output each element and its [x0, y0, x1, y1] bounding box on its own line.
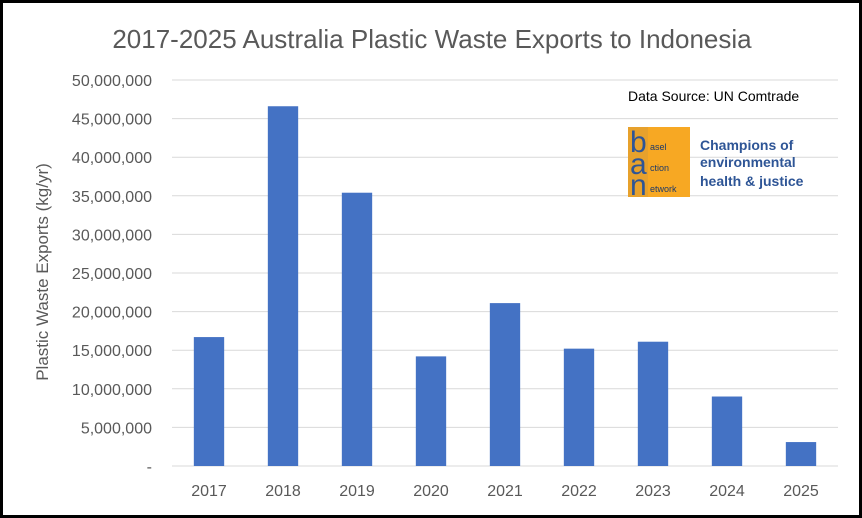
y-tick-label: 20,000,000 — [72, 305, 152, 322]
bar-2020 — [415, 356, 447, 466]
ban-logo-word-2: ction — [650, 163, 669, 173]
y-tick-labels: - 5,000,000 10,000,000 15,000,000 20,000,000… — [72, 73, 152, 476]
x-tick-label: 2021 — [487, 483, 523, 500]
y-tick-label: 50,000,000 — [72, 73, 152, 90]
bar-2019 — [341, 192, 373, 466]
y-tick-label: 25,000,000 — [72, 266, 152, 283]
bar-2017 — [193, 337, 225, 466]
x-tick-labels: 2017 2018 2019 2020 2021 2022 2023 2024 2025 — [191, 483, 819, 500]
tagline-line-1: Champions of — [700, 137, 794, 153]
ban-logo-letter-b: b — [630, 126, 647, 159]
chart-title: 2017-2025 Australia Plastic Waste Export… — [112, 24, 752, 54]
x-tick-label: 2023 — [635, 483, 671, 500]
ban-logo-word-1: asel — [650, 142, 667, 152]
bar-2018 — [267, 106, 299, 467]
x-tick-label: 2024 — [709, 483, 745, 500]
y-tick-label: 45,000,000 — [72, 112, 152, 129]
x-tick-label: 2022 — [561, 483, 597, 500]
x-tick-label: 2018 — [265, 483, 301, 500]
ban-logo: b a n asel ction etwork — [628, 126, 690, 202]
x-tick-label: 2025 — [783, 483, 819, 500]
bar-2022 — [563, 348, 595, 466]
bars — [193, 106, 817, 467]
y-tick-label: 15,000,000 — [72, 343, 152, 360]
x-tick-label: 2019 — [339, 483, 375, 500]
y-tick-label: 5,000,000 — [81, 420, 152, 437]
ban-logo-word-3: etwork — [650, 184, 677, 194]
bar-2024 — [711, 396, 743, 466]
y-tick-label: 40,000,000 — [72, 150, 152, 167]
ban-logo-letter-a: a — [630, 148, 647, 181]
y-tick-label: 35,000,000 — [72, 189, 152, 206]
tagline-line-2: environmental — [700, 154, 796, 170]
y-axis-label: Plastic Waste Exports (kg/yr) — [33, 163, 52, 381]
x-tick-label: 2020 — [413, 483, 449, 500]
data-source-note: Data Source: UN Comtrade — [628, 88, 799, 104]
y-tick-label: - — [147, 459, 152, 476]
bar-2021 — [489, 303, 521, 466]
bar-2025 — [785, 442, 817, 466]
y-tick-label: 10,000,000 — [72, 382, 152, 399]
y-tick-label: 30,000,000 — [72, 227, 152, 244]
ban-logo-background — [628, 127, 690, 197]
x-tick-label: 2017 — [191, 483, 227, 500]
tagline-line-3: health & justice — [700, 173, 804, 189]
ban-logo-letter-n: n — [630, 169, 647, 202]
bar-2023 — [637, 341, 669, 466]
